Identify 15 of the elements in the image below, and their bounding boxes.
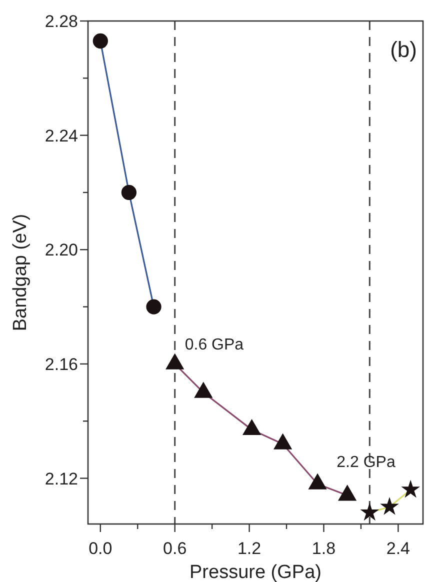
y-tick-label: 2.28 (44, 12, 78, 31)
ref-line-label: 0.6 GPa (184, 336, 244, 354)
x-tick-label: 1.8 (312, 539, 336, 558)
y-tick-label: 2.12 (44, 469, 78, 488)
y-tick-label: 2.20 (44, 240, 78, 260)
x-tick-label: 2.4 (386, 539, 410, 558)
y-tick-label: 2.24 (44, 126, 78, 146)
x-tick-label: 0.6 (163, 539, 187, 558)
x-axis-title: Pressure (GPa) (190, 562, 322, 582)
y-tick-label: 2.16 (44, 354, 78, 374)
annotation: (b) (390, 37, 417, 62)
x-tick-label: 0.0 (88, 539, 112, 558)
ref-line-label: 2.2 GPa (336, 454, 396, 472)
y-axis-title: Bandgap (eV) (10, 214, 31, 332)
x-tick-label: 1.2 (237, 539, 262, 558)
